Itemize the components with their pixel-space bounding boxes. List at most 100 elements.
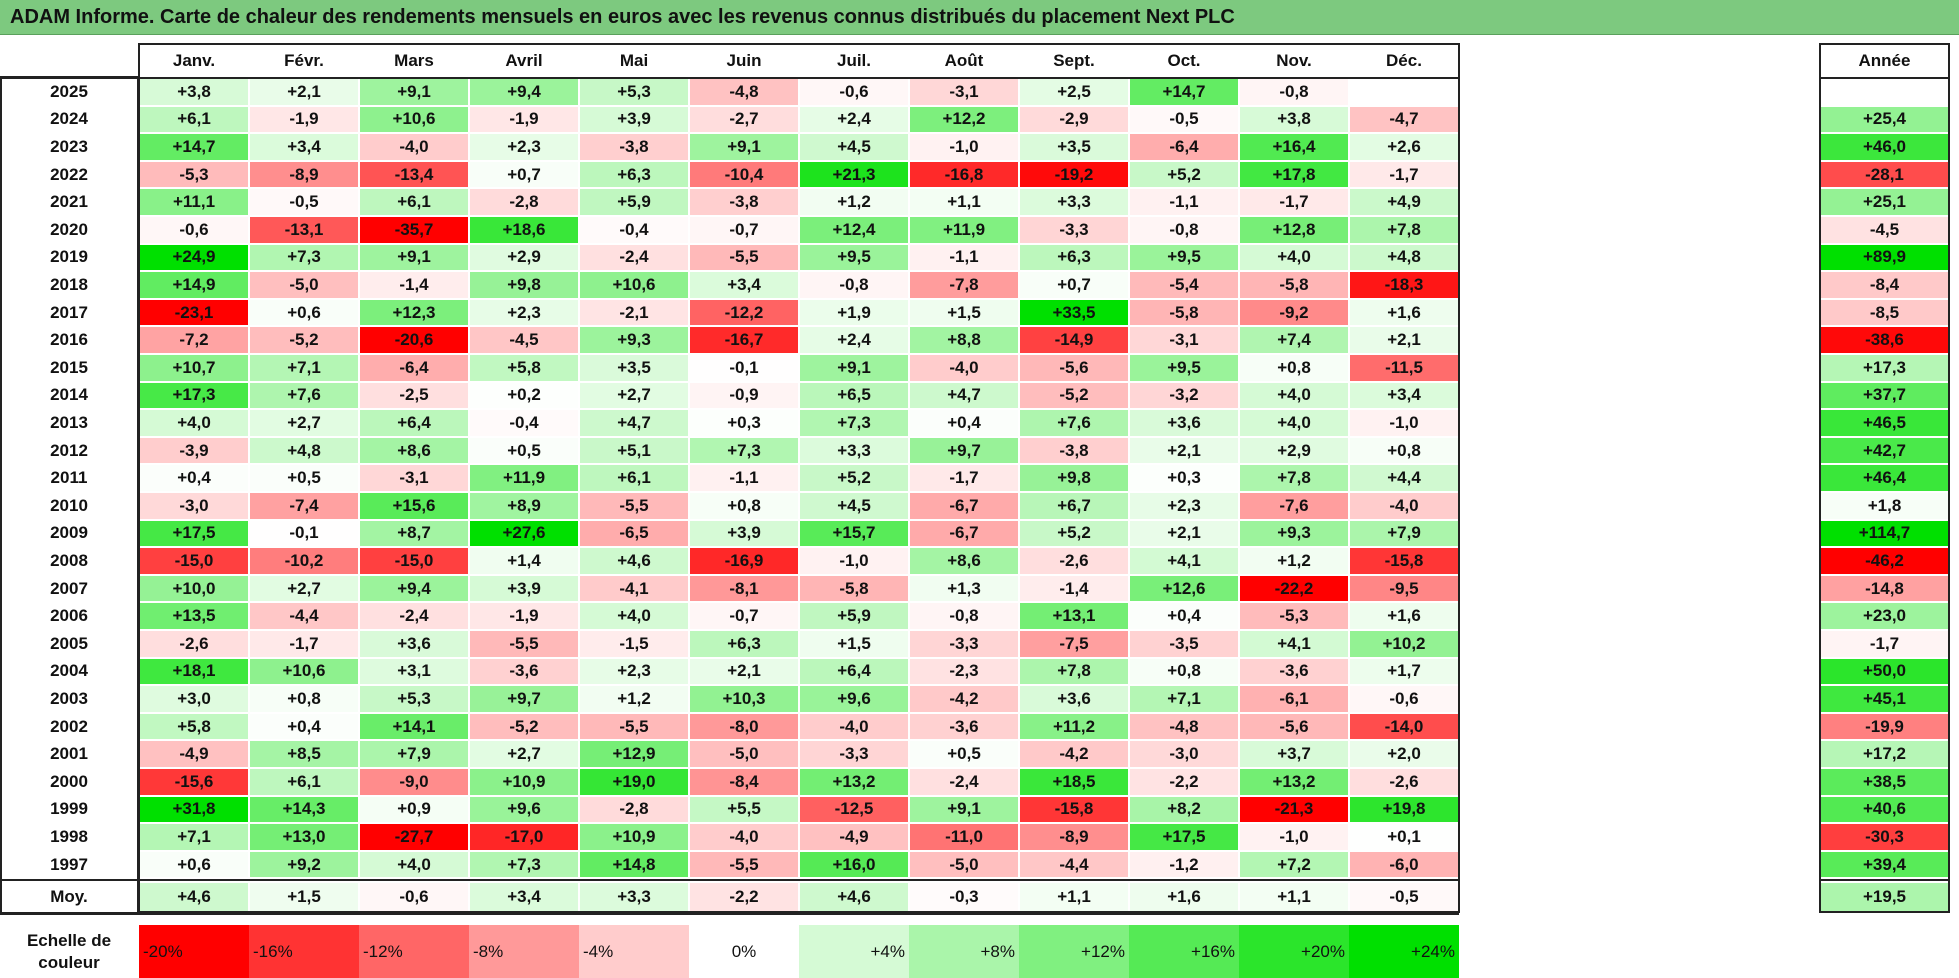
average-cell: +1,5 <box>249 882 359 913</box>
average-cell: +4,6 <box>139 882 249 913</box>
heatmap-cell: +7,6 <box>1019 409 1129 437</box>
annual-cell: +17,3 <box>1820 354 1949 382</box>
heatmap-cell: -4,0 <box>799 712 909 741</box>
color-scale-stop: +16% <box>1129 925 1239 978</box>
heatmap-cell: -4,8 <box>689 78 799 106</box>
heatmap-cell: +3,4 <box>1349 381 1459 410</box>
heatmap-cell: -5,8 <box>1239 271 1349 299</box>
heatmap-cell: -5,4 <box>1129 271 1239 299</box>
heatmap-cell: -7,2 <box>139 326 249 354</box>
heatmap-cell: -15,0 <box>359 547 469 575</box>
annual-cell: +46,0 <box>1820 133 1949 161</box>
heatmap-cell: +11,2 <box>1019 712 1129 741</box>
heatmap-cell: -5,6 <box>1239 712 1349 741</box>
heatmap-cell: -2,7 <box>689 105 799 134</box>
heatmap-cell: +3,5 <box>579 354 689 382</box>
heatmap-cell: -2,5 <box>359 381 469 410</box>
heatmap-cell: +9,2 <box>249 850 359 879</box>
heatmap-cell: -15,8 <box>1019 795 1129 824</box>
heatmap-cell: +12,4 <box>799 216 909 244</box>
heatmap-cell: +14,9 <box>139 271 249 299</box>
heatmap-cell: +8,7 <box>359 519 469 548</box>
heatmap-cell: +9,4 <box>469 78 579 106</box>
heatmap-cell: +5,1 <box>579 436 689 465</box>
heatmap-cell: -1,1 <box>689 464 799 492</box>
heatmap-cell: -0,7 <box>689 602 799 630</box>
heatmap-cell: +4,0 <box>359 850 469 879</box>
heatmap-cell: +0,5 <box>249 464 359 492</box>
heatmap-cell: -18,3 <box>1349 271 1459 299</box>
heatmap-cell: -5,3 <box>1239 602 1349 630</box>
heatmap-cell: -3,2 <box>1129 381 1239 410</box>
heatmap-cell: +13,1 <box>1019 602 1129 630</box>
heatmap-cell: -8,0 <box>689 712 799 741</box>
year-label: 2006 <box>50 606 88 626</box>
month-header: Mai <box>619 51 649 70</box>
heatmap-cell: +5,2 <box>1019 519 1129 548</box>
annual-cell: -46,2 <box>1820 547 1949 575</box>
heatmap-cell: -1,0 <box>1349 409 1459 437</box>
average-cell: +1,6 <box>1129 882 1239 913</box>
heatmap-cell: -3,6 <box>909 712 1019 741</box>
heatmap-cell: -5,2 <box>469 712 579 741</box>
heatmap-cell: +2,4 <box>799 105 909 134</box>
heatmap-cell: -4,2 <box>909 685 1019 713</box>
year-label: 2025 <box>50 81 88 101</box>
month-header: Févr. <box>284 51 324 70</box>
month-header: Juin <box>726 51 762 70</box>
heatmap-cell: +11,9 <box>469 464 579 492</box>
heatmap-cell: +3,4 <box>689 271 799 299</box>
heatmap-cell: +1,6 <box>1349 602 1459 630</box>
heatmap-cell: -4,4 <box>249 602 359 630</box>
heatmap-cell: -0,1 <box>689 354 799 382</box>
heatmap-cell: +3,1 <box>359 657 469 686</box>
heatmap-cell: +9,6 <box>799 685 909 713</box>
heatmap-cell: +18,5 <box>1019 768 1129 796</box>
heatmap-cell: -17,0 <box>469 823 579 851</box>
month-header: Mars <box>394 51 434 70</box>
heatmap-cell: +3,4 <box>249 133 359 161</box>
heatmap-cell: +1,9 <box>799 298 909 327</box>
heatmap-cell: +9,5 <box>1129 354 1239 382</box>
heatmap-cell: +16,0 <box>799 850 909 879</box>
heatmap-cell: -7,5 <box>1019 630 1129 658</box>
color-scale-stop: -8% <box>469 925 579 978</box>
heatmap-cell: -5,5 <box>689 850 799 879</box>
heatmap-cell: -16,7 <box>689 326 799 354</box>
heatmap-cell: +1,6 <box>1349 298 1459 327</box>
year-label: 1997 <box>50 854 88 874</box>
year-label: 2016 <box>50 330 88 350</box>
heatmap-cell: +4,7 <box>909 381 1019 410</box>
heatmap-cell: +5,9 <box>579 188 689 216</box>
heatmap-cell: +2,7 <box>249 574 359 603</box>
heatmap-cell: +4,0 <box>1239 243 1349 272</box>
heatmap-cell: +3,9 <box>469 574 579 603</box>
heatmap-cell: +17,5 <box>1129 823 1239 851</box>
month-header: Sept. <box>1053 51 1095 70</box>
heatmap-cell: +0,8 <box>1349 436 1459 465</box>
year-label: 2010 <box>50 495 88 515</box>
heatmap-cell: +2,3 <box>469 133 579 161</box>
annual-cell: -4,5 <box>1820 216 1949 244</box>
annual-cell <box>1820 78 1949 106</box>
heatmap-cell: +3,6 <box>1019 685 1129 713</box>
heatmap-cell: -0,1 <box>249 519 359 548</box>
heatmap-cell: +12,8 <box>1239 216 1349 244</box>
heatmap-cell: -1,9 <box>469 602 579 630</box>
heatmap-cell: +2,9 <box>1239 436 1349 465</box>
heatmap-cell: +9,1 <box>359 78 469 106</box>
heatmap-cell: +7,9 <box>1349 519 1459 548</box>
heatmap-cell: -2,6 <box>1349 768 1459 796</box>
heatmap-cell: +5,2 <box>1129 160 1239 189</box>
heatmap-cell: +2,1 <box>689 657 799 686</box>
heatmap-cell: -7,8 <box>909 271 1019 299</box>
heatmap-cell: +17,8 <box>1239 160 1349 189</box>
heatmap-cell: +0,6 <box>139 850 249 879</box>
heatmap-cell: -0,8 <box>1239 78 1349 106</box>
year-label: 1999 <box>50 799 88 819</box>
heatmap-cell: -1,7 <box>909 464 1019 492</box>
annual-cell: +39,4 <box>1820 850 1949 879</box>
year-label: 1998 <box>50 826 88 846</box>
heatmap-cell: -15,0 <box>139 547 249 575</box>
heatmap-cell: -5,0 <box>249 271 359 299</box>
